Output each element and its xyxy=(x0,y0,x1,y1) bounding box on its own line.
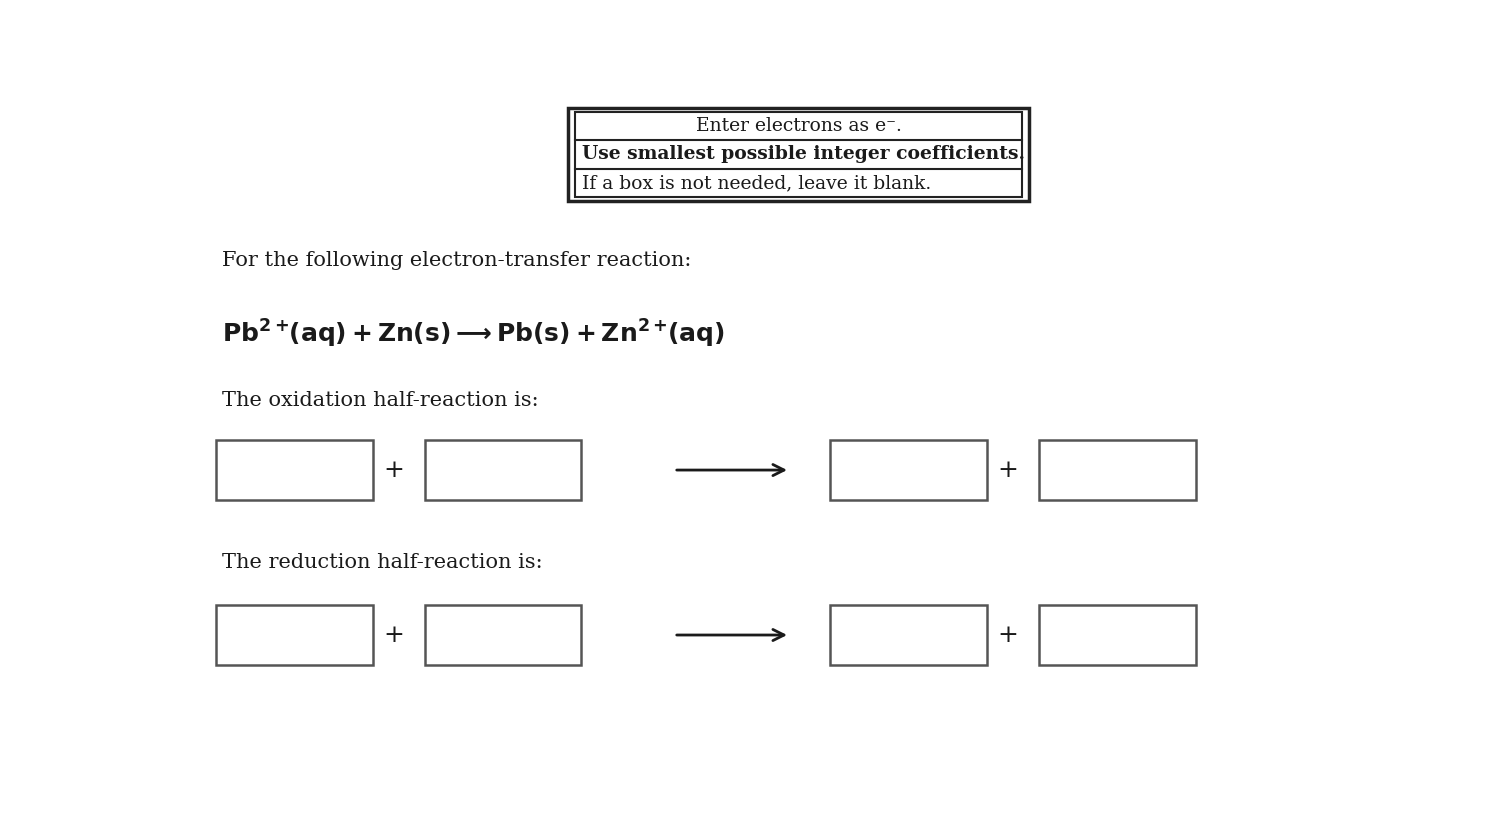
Bar xyxy=(576,111,1022,197)
Bar xyxy=(568,108,1029,201)
Bar xyxy=(830,605,987,665)
Bar xyxy=(1040,605,1195,665)
Bar xyxy=(425,605,580,665)
Bar xyxy=(425,440,580,500)
Bar xyxy=(830,440,987,500)
Bar xyxy=(215,605,373,665)
Text: +: + xyxy=(998,624,1019,647)
Text: +: + xyxy=(383,624,404,647)
Text: Use smallest possible integer coefficients.: Use smallest possible integer coefficien… xyxy=(582,145,1025,163)
Text: If a box is not needed, leave it blank.: If a box is not needed, leave it blank. xyxy=(582,174,932,192)
Text: The reduction half-reaction is:: The reduction half-reaction is: xyxy=(221,553,543,572)
Text: For the following electron-transfer reaction:: For the following electron-transfer reac… xyxy=(221,251,691,270)
Text: +: + xyxy=(383,458,404,481)
Bar xyxy=(215,440,373,500)
Bar xyxy=(1040,440,1195,500)
Text: +: + xyxy=(998,458,1019,481)
Text: Enter electrons as e⁻.: Enter electrons as e⁻. xyxy=(696,117,902,135)
Text: The oxidation half-reaction is:: The oxidation half-reaction is: xyxy=(221,391,539,410)
Text: $\mathbf{Pb^{2+}\!(aq) + Zn(s) \longrightarrow Pb(s) + Zn^{2+}\!(aq)}$: $\mathbf{Pb^{2+}\!(aq) + Zn(s) \longrigh… xyxy=(221,317,724,349)
